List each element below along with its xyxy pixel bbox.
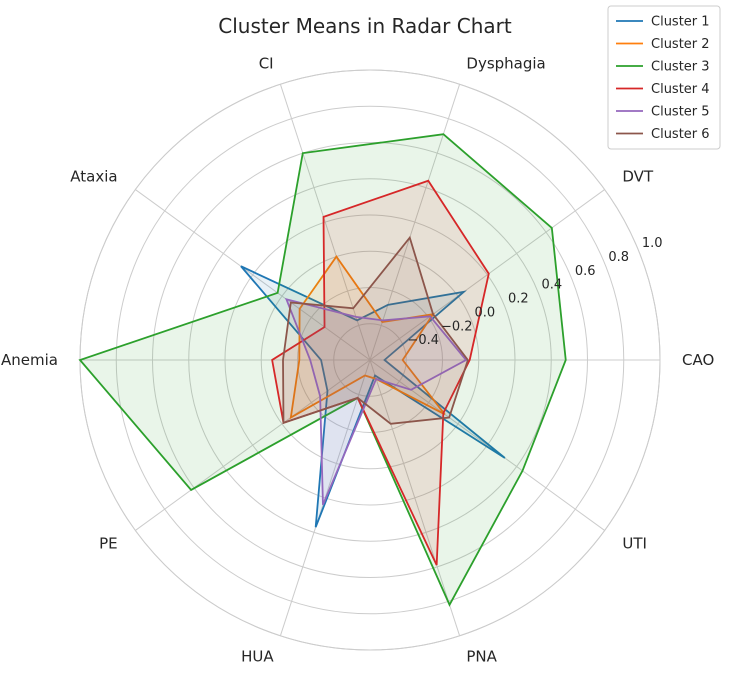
category-label: Dysphagia [466,54,545,72]
legend-label: Cluster 1 [651,15,710,30]
series-area [240,266,505,528]
legend-label: Cluster 6 [651,127,710,142]
radial-tick-label: 0.2 [508,292,529,307]
series-layer [78,133,567,607]
radial-tick-label: 0.4 [542,278,563,293]
spoke-line [369,84,461,361]
series-line [240,265,506,528]
series-line [282,235,469,425]
legend-label: Cluster 5 [651,105,710,120]
series-area [286,299,467,505]
spoke-line [369,359,461,636]
series-area [290,256,445,418]
legend-label: Cluster 2 [651,37,710,52]
series-line [284,297,468,506]
category-label: DVT [622,168,654,186]
legend-item: Cluster 4 [616,82,710,97]
series-3 [78,133,567,607]
spoke-line [279,84,371,361]
series-line [271,179,490,566]
legend-box [607,5,721,150]
legend-label: Cluster 3 [651,60,710,75]
spoke-line [135,359,371,531]
spoke-line [369,189,605,361]
category-label: PNA [466,648,497,666]
label-layer: −0.4−0.20.0 0.2 0.4 0.6 0.8 1.0 CAO DVT Dysphagi… [1,54,714,665]
series-1 [240,265,506,528]
series-area [80,134,566,605]
radial-tick-label: 1.0 [642,236,663,251]
radial-tick-label: 0.6 [575,264,596,279]
legend-item: Cluster 3 [616,60,710,75]
category-label: PE [99,534,118,552]
legend: Cluster 1 Cluster 2 Cluster 3 Cluster 4 Clus… [607,5,721,150]
series-area [272,180,489,566]
category-label: CI [259,54,274,72]
category-label: Ataxia [70,168,117,186]
legend-item: Cluster 6 [616,127,710,142]
series-4 [271,179,490,566]
category-label: Anemia [1,351,58,369]
series-5 [284,297,468,506]
radial-tick-label: 0.0 [475,305,496,320]
legend-item: Cluster 5 [616,105,710,120]
category-label: CAO [682,351,714,369]
series-area [283,237,468,424]
legend-label: Cluster 4 [651,82,710,97]
radial-tick-label: 0.8 [608,250,629,265]
category-label: UTI [622,534,647,552]
category-label: HUA [241,648,274,666]
grid-layer [79,69,661,651]
series-6 [282,235,469,425]
chart-title: Cluster Means in Radar Chart [218,14,512,38]
series-line [78,133,567,607]
legend-item: Cluster 1 [616,15,710,30]
legend-item: Cluster 2 [616,37,710,52]
spoke-line [135,189,371,361]
radial-tick-label: −0.4 [408,333,440,348]
radial-tick-label: −0.2 [441,319,473,334]
